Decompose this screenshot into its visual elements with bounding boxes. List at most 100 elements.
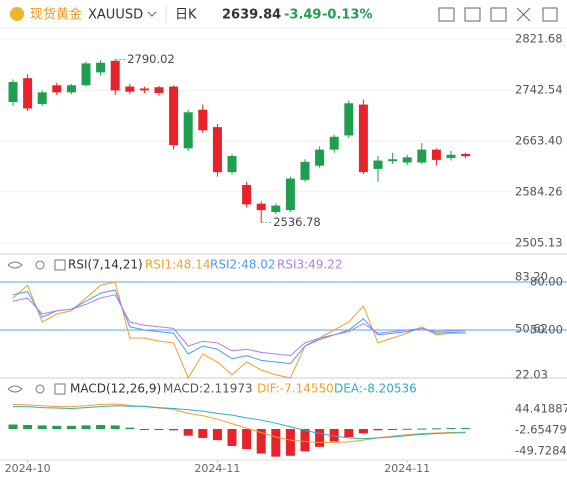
candle-body [344,103,354,136]
indicator-line [13,405,466,440]
macd-bar [256,428,266,454]
y-tick-label: -49.72845 [515,444,567,458]
y-tick-label: 2584.26 [515,184,563,198]
candle-body [242,185,252,205]
legend-entry: RSI2:48.02 [210,258,276,272]
change-pct: -0.13% [322,8,373,23]
candle-body [139,88,149,91]
logo [10,7,24,21]
macd-bar [446,428,456,430]
macd-bar [417,428,427,430]
tool-icon[interactable] [490,7,507,22]
candle-body [358,104,368,173]
gear-icon[interactable] [35,260,45,270]
y-tick-label: 2742.54 [515,83,563,97]
candle-body [37,92,47,104]
candle-body [154,87,164,93]
candle-body [125,86,135,92]
candle-body [169,86,179,146]
macd-bar [344,428,354,438]
macd-bar [169,428,179,431]
x-tick-label: 2024-11 [194,462,240,475]
rsi-tools [7,259,66,271]
gear-icon[interactable] [35,384,45,394]
legend-entry: DIF:-7.14550 [257,382,334,396]
macd-bar [198,428,208,438]
macd-bar [23,424,33,429]
indicator-line [12,294,466,357]
candle-body [198,109,208,131]
candle-body [461,153,471,157]
macd-bar [8,424,18,429]
toolbar [438,7,558,22]
macd-bar [183,428,193,436]
candle-body [315,149,325,166]
low-label: 2536.78 [273,215,321,229]
y-tick-label: 44.41887 [515,402,567,416]
macd-bar [227,428,237,446]
candle-body [446,154,456,158]
candle-body [8,82,18,102]
candle-body [23,78,33,109]
box-icon[interactable] [54,259,66,271]
box-icon[interactable] [54,383,66,395]
period[interactable]: 日K [175,8,197,23]
settings-icon[interactable] [542,7,558,22]
legend-entry: RSI1:48.14 [145,258,211,272]
candle-body [52,85,62,93]
indicator-title: MACD(12,26,9) [70,382,161,396]
macd-bar [139,428,149,430]
tool-icon[interactable] [438,7,455,22]
tool-icon[interactable] [516,7,531,22]
candle-body [227,156,237,173]
candle-body [300,161,310,180]
eye-icon[interactable] [7,385,23,393]
y-tick-label: 2663.40 [515,133,563,147]
header: 现货黄金 XAUUSD 日K 2639.84 -3.49 -0.13% [10,6,558,23]
indicator-line [12,403,466,443]
macd-bar [402,428,412,430]
candle-body [431,149,441,160]
candle-body [417,149,427,163]
y-tick-label: 22.03 [515,367,548,381]
tool-icon[interactable] [464,7,481,22]
legend-entry: RSI3:49.22 [277,258,343,272]
indicator-title: RSI(7,14,21) [68,258,143,272]
eye-icon[interactable] [7,261,23,269]
macd-bar [285,428,295,456]
candle-body [256,203,266,211]
y-tick-label: 2821.68 [515,32,563,46]
candle-body [271,205,281,213]
dropdown[interactable] [147,11,157,17]
macd-tools [7,383,66,395]
macd-bar [81,425,91,429]
macd-bar [388,428,398,430]
reference-label: 80.00 [530,275,563,289]
x-tick-label: 2024-10 [5,462,51,475]
macd-bar [96,424,106,429]
asset-symbol[interactable]: XAUUSD [88,8,143,23]
candle-body [388,159,398,162]
macd-bar [125,427,135,429]
macd-bar [329,428,339,442]
macd-bar [110,425,120,429]
indicator-line [12,289,466,365]
asset-name[interactable]: 现货黄金 [30,7,82,23]
y-tick-label: -2.65479 [515,423,567,437]
candle-body [66,85,76,93]
candle-body [402,157,412,163]
macd-bar [300,428,310,452]
y-tick-label: 50.62 [515,322,548,336]
candle-body [329,136,339,150]
candle-body [285,178,295,211]
macd-bar [37,425,47,429]
macd-bar [242,428,252,450]
x-tick-label: 2024-11 [384,462,430,475]
macd-bar [212,428,222,441]
macd-bar [315,428,325,447]
y-tick-label: 2505.13 [515,235,563,249]
candle-body [110,60,120,91]
macd-bar [52,425,62,429]
